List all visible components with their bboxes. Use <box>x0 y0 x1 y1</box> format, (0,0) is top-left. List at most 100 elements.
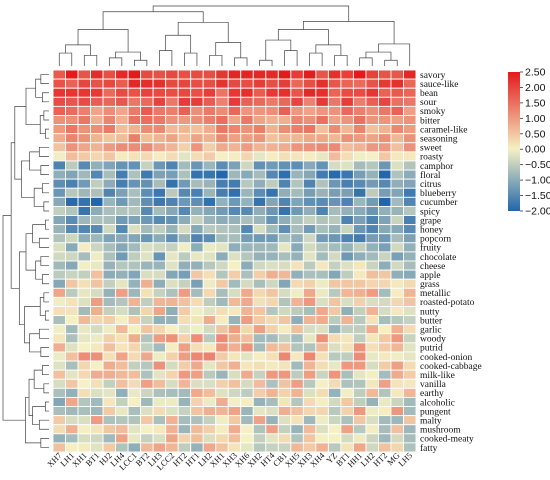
heatmap-cell <box>177 296 192 307</box>
heatmap-cell <box>327 205 342 216</box>
heatmap-cell <box>340 360 354 371</box>
heatmap-cell <box>90 315 104 326</box>
row-label: cooked-meaty <box>420 435 474 445</box>
heatmap-cell <box>102 387 117 398</box>
heatmap-cell <box>227 151 242 162</box>
heatmap-cell <box>65 133 79 144</box>
heatmap-cell <box>327 96 342 107</box>
heatmap-cell <box>52 324 66 335</box>
heatmap-cell <box>340 260 354 271</box>
heatmap-cell <box>390 242 404 253</box>
heatmap-cell <box>102 324 117 335</box>
heatmap-cell <box>302 360 317 371</box>
heatmap-cell <box>127 315 142 326</box>
heatmap-cell <box>403 115 417 126</box>
heatmap-cell <box>190 351 204 362</box>
heatmap-cell <box>177 87 192 98</box>
heatmap-cell <box>390 333 404 344</box>
heatmap-cell <box>52 442 66 453</box>
heatmap-cell <box>165 333 179 344</box>
heatmap-cell <box>90 387 104 398</box>
heatmap-cell <box>403 406 417 417</box>
heatmap-cell <box>277 169 292 180</box>
heatmap-cell <box>190 205 204 216</box>
heatmap-cell <box>265 233 279 244</box>
heatmap-cell <box>65 187 79 198</box>
dendrogram-branch <box>365 51 392 61</box>
heatmap-cell <box>315 433 329 444</box>
dendrogram-branch <box>115 51 141 61</box>
row-label: garlic <box>420 326 442 336</box>
heatmap-cell <box>403 324 417 335</box>
heatmap-cell <box>140 215 154 226</box>
heatmap-cell <box>177 424 192 435</box>
heatmap-cell <box>190 187 204 198</box>
heatmap-cell <box>302 178 317 189</box>
dendrogram-branch <box>259 59 273 66</box>
heatmap-cell <box>177 242 192 253</box>
heatmap-cell <box>240 205 254 216</box>
heatmap-cell <box>290 360 304 371</box>
heatmap-cell <box>290 351 304 362</box>
dendrogram-branch <box>14 106 26 180</box>
heatmap-cell <box>152 278 167 289</box>
heatmap-cell <box>252 224 267 235</box>
heatmap-cell <box>252 315 267 326</box>
heatmap-cell <box>265 251 279 262</box>
heatmap-cell <box>340 251 354 262</box>
heatmap-cell <box>365 69 379 80</box>
heatmap-cell <box>177 151 192 162</box>
colorbar-tick-label: −1.50 <box>525 190 550 202</box>
heatmap-cell <box>290 115 304 126</box>
heatmap-cell <box>202 105 217 116</box>
heatmap-cell <box>315 333 329 344</box>
heatmap-cell <box>165 387 179 398</box>
heatmap-cell <box>190 315 204 326</box>
heatmap-cell <box>315 415 329 426</box>
heatmap-cell <box>227 278 242 289</box>
heatmap-cell <box>327 378 342 389</box>
row-labels: savorysauce-likebeansoursmokybittercaram… <box>420 71 482 454</box>
heatmap-cell <box>127 215 142 226</box>
row-label: popcorn <box>420 235 451 245</box>
heatmap-cell <box>252 251 267 262</box>
heatmap-cell <box>165 124 179 135</box>
heatmap-cell <box>290 442 304 453</box>
heatmap-cell <box>227 242 242 253</box>
heatmap-cell <box>403 124 417 135</box>
heatmap-cell <box>90 242 104 253</box>
heatmap-cell <box>190 424 204 435</box>
heatmap-cell <box>152 87 167 98</box>
heatmap-cell <box>340 378 354 389</box>
heatmap-cell <box>165 433 179 444</box>
heatmap-cell <box>365 287 379 298</box>
heatmap-cell <box>102 187 117 198</box>
heatmap-cell <box>265 96 279 107</box>
heatmap-cell <box>140 378 154 389</box>
heatmap-cell <box>403 169 417 180</box>
heatmap-cell <box>202 224 217 235</box>
heatmap-cell <box>327 442 342 453</box>
heatmap-cell <box>378 278 392 289</box>
heatmap-cell <box>52 406 66 417</box>
heatmap-cell <box>165 133 179 144</box>
heatmap-cell <box>290 342 304 353</box>
heatmap-cell <box>227 260 242 271</box>
heatmap-cell <box>240 178 254 189</box>
heatmap-cell <box>140 242 154 253</box>
heatmap-cell <box>227 78 242 89</box>
heatmap-cell <box>365 151 379 162</box>
heatmap-cell <box>352 196 367 207</box>
heatmap-cell <box>327 224 342 235</box>
heatmap-cell <box>227 269 242 280</box>
heatmap-cell <box>90 124 104 135</box>
dendrogram-branch <box>302 21 395 44</box>
heatmap-cell <box>327 178 342 189</box>
heatmap-cell <box>265 160 279 171</box>
heatmap-cell <box>240 315 254 326</box>
heatmap-cell <box>315 260 329 271</box>
heatmap-cell <box>215 269 229 280</box>
heatmap-cell <box>77 342 91 353</box>
heatmap-cell <box>52 351 66 362</box>
heatmap-cell <box>77 396 91 407</box>
